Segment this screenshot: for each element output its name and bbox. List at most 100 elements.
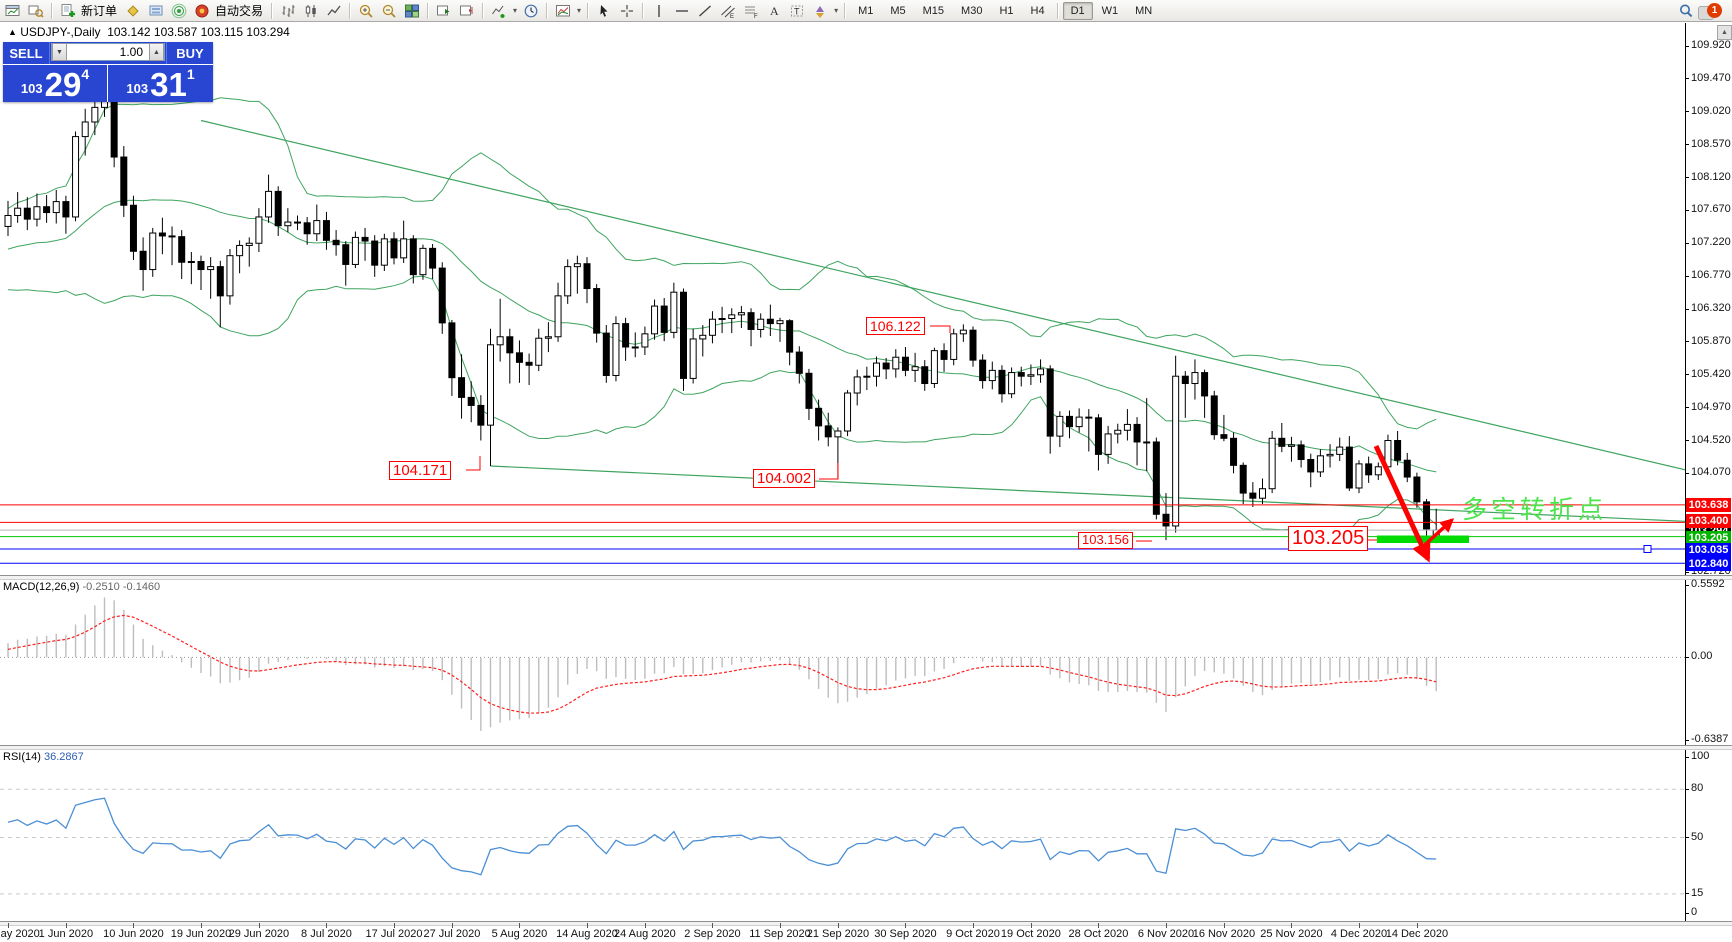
price-tick xyxy=(1685,111,1689,113)
hline-icon[interactable] xyxy=(671,1,693,21)
candle xyxy=(4,214,12,227)
sell-price[interactable]: 103 29 4 xyxy=(3,65,108,102)
sonar-icon[interactable] xyxy=(168,1,190,21)
macd-pane-separator[interactable] xyxy=(0,575,1732,580)
arrows-icon[interactable] xyxy=(809,1,831,21)
candle xyxy=(583,263,591,290)
candle xyxy=(1133,423,1141,443)
notification-badge[interactable]: 1 xyxy=(1707,3,1722,18)
volume-value[interactable]: 1.00 xyxy=(119,45,143,59)
sell-price-big-figure: 103 xyxy=(20,81,43,96)
candle xyxy=(467,396,475,406)
buy-price[interactable]: 103 31 1 xyxy=(108,65,213,102)
date-tick xyxy=(1223,923,1225,928)
support-zone-bar[interactable] xyxy=(1377,535,1469,544)
rsi-tick-label: 0 xyxy=(1691,906,1698,918)
trendline-icon[interactable] xyxy=(694,1,716,21)
timeframe-D1[interactable]: D1 xyxy=(1062,1,1093,20)
macd-pane[interactable] xyxy=(0,597,1685,731)
vline-icon[interactable] xyxy=(648,1,670,21)
timeframe-M5[interactable]: M5 xyxy=(890,4,906,17)
candle xyxy=(129,204,137,252)
new-order-icon[interactable] xyxy=(57,1,79,21)
timeframe-W1[interactable]: W1 xyxy=(1101,4,1119,17)
clock-icon[interactable] xyxy=(520,1,542,21)
candle xyxy=(303,222,311,235)
expert-advisors-icon[interactable] xyxy=(122,1,144,21)
volume-up-button[interactable]: ▲ xyxy=(149,43,164,61)
dropdown-caret-icon[interactable]: ▾ xyxy=(834,6,839,15)
date-label: 4 Dec 2020 xyxy=(1330,928,1388,940)
rsi-pane[interactable] xyxy=(0,788,1685,895)
candle xyxy=(1355,463,1363,489)
rsi-pane-separator[interactable] xyxy=(0,745,1732,750)
up-arrow-annotation[interactable] xyxy=(1415,518,1455,554)
bar-chart-icon[interactable] xyxy=(277,1,299,21)
label-icon[interactable]: T xyxy=(786,1,808,21)
fibo-icon[interactable]: F xyxy=(740,1,762,21)
candle xyxy=(1027,374,1035,377)
candle xyxy=(969,329,977,361)
bollinger-lower-band[interactable] xyxy=(7,275,1437,536)
timeframe-M15[interactable]: M15 xyxy=(922,4,945,17)
price-tag-104.171[interactable]: 104.171 xyxy=(389,461,452,481)
date-label: 1 Jun 2020 xyxy=(38,928,94,940)
text-icon[interactable]: A xyxy=(763,1,785,21)
sell-button[interactable]: SELL xyxy=(3,42,50,64)
line-chart-icon[interactable] xyxy=(323,1,345,21)
price-tag-106.122[interactable]: 106.122 xyxy=(866,317,925,336)
templates-icon[interactable] xyxy=(552,1,574,21)
ohlc-values: 103.142 103.587 103.115 103.294 xyxy=(107,25,290,39)
auto-trading-label[interactable]: 自动交易 xyxy=(215,4,264,18)
price-label-103.400: 103.400 xyxy=(1686,514,1731,528)
cursor-icon[interactable] xyxy=(593,1,615,21)
candle xyxy=(660,305,668,333)
buy-price-point: 1 xyxy=(186,66,195,82)
tile-windows-icon[interactable] xyxy=(401,1,423,21)
auto-trading-icon[interactable] xyxy=(191,1,213,21)
candle xyxy=(496,336,504,346)
chart-list-icon[interactable] xyxy=(25,1,47,21)
timeframe-MN[interactable]: MN xyxy=(1135,4,1153,17)
zoom-in-icon[interactable] xyxy=(355,1,377,21)
auto-scroll-icon[interactable] xyxy=(433,1,455,21)
timeframe-M1[interactable]: M1 xyxy=(858,4,874,17)
price-tag-104.002[interactable]: 104.002 xyxy=(753,469,816,489)
scroll-up-button[interactable]: ▲ xyxy=(1717,25,1732,40)
candle xyxy=(1201,372,1209,397)
crosshair-icon[interactable] xyxy=(616,1,638,21)
price-tag-103.156[interactable]: 103.156 xyxy=(1078,532,1133,549)
trendline-2[interactable] xyxy=(490,465,1707,522)
dropdown-caret-icon[interactable]: ▾ xyxy=(577,6,582,15)
trendline-1[interactable] xyxy=(200,119,1706,475)
buy-button[interactable]: BUY xyxy=(166,42,213,64)
turning-point-text[interactable]: 多空转折点 xyxy=(1462,496,1608,524)
candle-chart-icon[interactable] xyxy=(300,1,322,21)
candle xyxy=(226,255,234,297)
search-icon[interactable] xyxy=(1675,1,1697,21)
channel-icon[interactable]: E xyxy=(717,1,739,21)
main-chart-pane[interactable] xyxy=(0,91,1707,564)
down-arrow-annotation[interactable] xyxy=(1373,444,1431,563)
chart-shift-icon[interactable] xyxy=(456,1,478,21)
candle xyxy=(699,334,707,340)
zoom-out-icon[interactable] xyxy=(378,1,400,21)
market-depth-icon[interactable] xyxy=(145,1,167,21)
timeframe-H1[interactable]: H1 xyxy=(999,4,1014,17)
candle xyxy=(400,238,408,259)
bollinger-upper-band[interactable] xyxy=(7,97,1437,430)
timeframe-H4[interactable]: H4 xyxy=(1030,4,1045,17)
volume-down-button[interactable]: ▼ xyxy=(52,43,67,61)
dropdown-caret-icon[interactable]: ▾ xyxy=(513,6,518,15)
candle xyxy=(1423,501,1431,530)
add-indicator-icon[interactable] xyxy=(488,1,510,21)
price-tag-103.205[interactable]: 103.205 xyxy=(1288,526,1369,551)
bollinger-middle-band[interactable] xyxy=(7,199,1437,473)
new-chart-icon[interactable] xyxy=(2,1,24,21)
volume-spinner[interactable]: ▼ 1.00 ▲ xyxy=(51,43,165,61)
new-order-label[interactable]: 新订单 xyxy=(81,4,118,18)
timeframe-M30[interactable]: M30 xyxy=(961,4,983,17)
candle xyxy=(158,232,166,237)
hline-drag-handle[interactable] xyxy=(1643,545,1652,553)
